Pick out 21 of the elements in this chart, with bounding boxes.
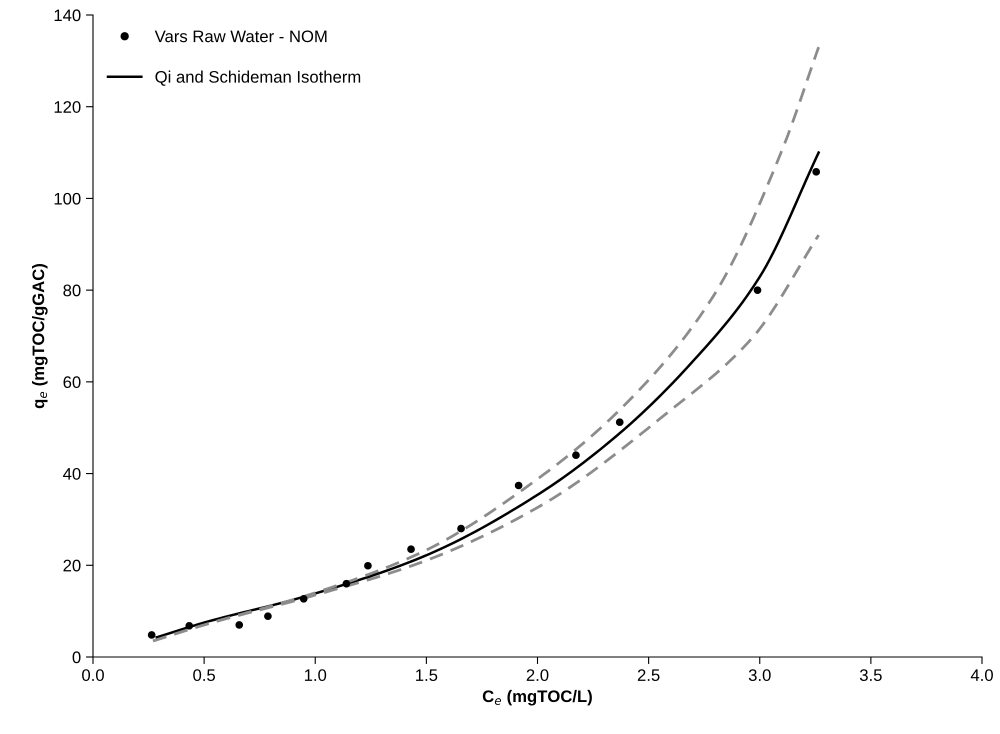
legend-label: Vars Raw Water - NOM [154,30,326,42]
legend-label: Qi and Schideman Isotherm [155,70,360,86]
x-tick-label: 3.5 [860,669,882,682]
y-axis-title: q$_{e}$ (mgTOC/gGAC) [32,264,48,408]
x-tick-label: 1.5 [416,669,438,682]
y-tick-label: 40 [63,468,81,480]
x-tick-label: 4.0 [970,669,993,682]
y-tick-label: 0 [72,651,81,664]
y-tick-label: 20 [63,560,81,572]
y-tick-label: 100 [54,192,81,205]
x-tick-label: 2.0 [526,669,548,682]
x-tick-label: 0.0 [82,669,104,682]
x-axis-title: C$_{e}$ (mgTOC/L) [482,690,592,706]
x-tick-label: 1.0 [304,669,326,682]
x-tick-label: 2.5 [638,669,660,682]
y-tick-label: 60 [64,376,81,388]
y-tick-label: 80 [63,284,81,296]
y-tick-label: 140 [54,9,81,22]
y-tick-label: 120 [54,101,81,113]
x-tick-label: 0.5 [193,669,216,682]
x-tick-label: 3.0 [748,669,771,682]
